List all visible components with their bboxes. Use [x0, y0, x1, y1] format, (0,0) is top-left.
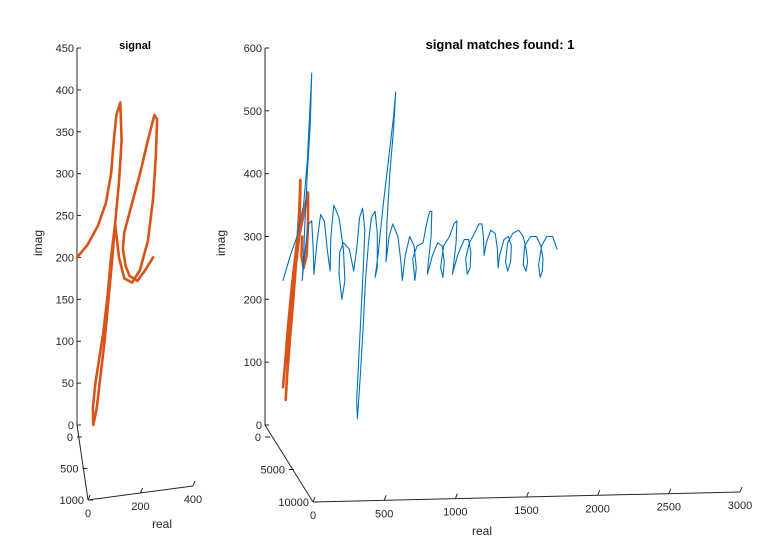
x-tick-mark	[526, 491, 529, 498]
x-tick-mark	[597, 490, 601, 496]
y-tick-label: 600	[244, 43, 262, 55]
depth-tick-label: 1000	[60, 495, 84, 507]
depth-tick-label: 500	[60, 464, 78, 476]
x-tick-label: 0	[310, 510, 316, 522]
real-axis-label: real	[152, 517, 172, 531]
matches-title: signal matches found: 1	[426, 37, 575, 52]
y-tick-label: 400	[244, 169, 262, 181]
y-tick-label: 300	[244, 232, 262, 244]
x-tick-mark	[739, 486, 743, 493]
imag-axis-label-2: imag	[214, 230, 228, 256]
x-tick-label: 500	[375, 508, 393, 520]
depth-tick-label: 0	[67, 432, 73, 444]
y-tick-label: 200	[56, 252, 74, 264]
depth-axis-line-2	[264, 424, 314, 503]
real-axis-label-2: real	[472, 524, 492, 538]
x-tick-label: 1000	[443, 507, 467, 519]
y-tick-label: 100	[56, 336, 74, 348]
x-tick-label: 200	[131, 501, 149, 513]
depth-tick-label: 10000	[278, 497, 309, 509]
x-tick-mark	[668, 488, 672, 494]
x-tick-mark	[87, 494, 91, 501]
y-tick-label: 200	[244, 294, 262, 306]
signal-series-line	[75, 101, 159, 427]
signal-axes: signal 0 50 100 150 200 250 300 350 400 450 0 500 1…	[31, 40, 202, 531]
x-tick-mark	[383, 495, 387, 501]
y-tick-label: 0	[256, 420, 262, 432]
x-tick-label: 1500	[514, 505, 538, 517]
depth-tick-label: 5000	[261, 465, 285, 477]
signal-title: signal	[119, 40, 151, 52]
y-tick-label: 400	[56, 85, 74, 97]
x-tick-label: 3000	[728, 500, 752, 512]
x-tick-label: 2000	[585, 503, 609, 515]
y-tick-label: 100	[244, 357, 262, 369]
y-tick-label: 250	[56, 211, 74, 223]
x-tick-label: 400	[184, 494, 202, 506]
signal-series-line	[281, 178, 310, 402]
match-series-line	[282, 72, 558, 420]
x-tick-mark	[312, 496, 316, 503]
y-tick-label: 350	[56, 127, 74, 139]
y-tick-label: 150	[56, 294, 74, 306]
y-tick-label: 300	[56, 169, 74, 181]
y-tick-label: 0	[68, 420, 74, 432]
signal-matches-axes: signal matches found: 1 0 100 200 300 400 500…	[214, 37, 752, 538]
imag-axis-label: imag	[31, 230, 45, 256]
y-tick-label: 50	[62, 378, 74, 390]
x-tick-label: 2500	[657, 502, 681, 514]
x-tick-label: 0	[85, 508, 91, 520]
x-tick-mark	[192, 480, 196, 487]
y-tick-label: 450	[56, 43, 74, 55]
y-tick-label: 500	[244, 106, 262, 118]
depth-axis-line	[76, 424, 89, 501]
x-tick-mark	[140, 487, 143, 494]
x-tick-mark	[454, 493, 458, 499]
depth-tick-label: 0	[255, 432, 261, 444]
